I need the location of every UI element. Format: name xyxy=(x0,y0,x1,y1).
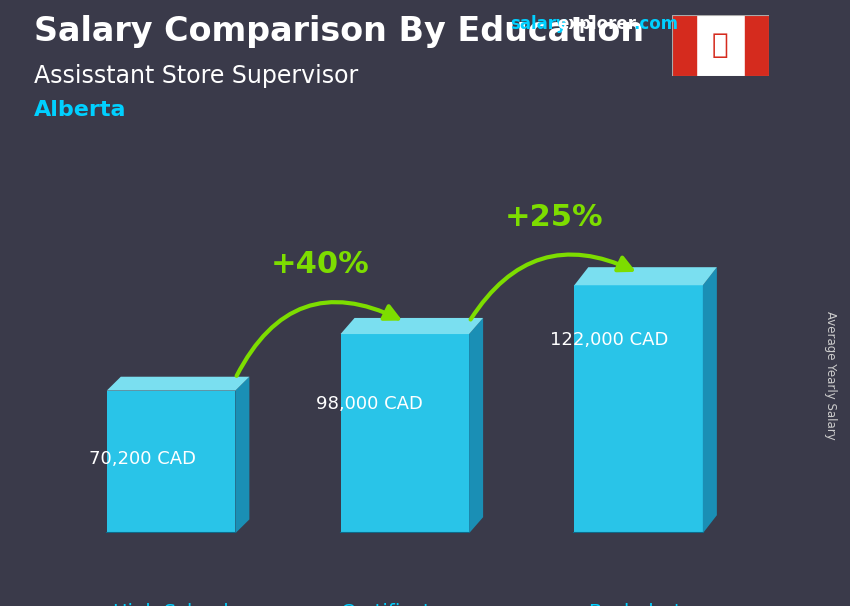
Polygon shape xyxy=(341,318,483,334)
Text: Salary Comparison By Education: Salary Comparison By Education xyxy=(34,15,644,48)
Text: 🍁: 🍁 xyxy=(712,31,728,59)
Text: 70,200 CAD: 70,200 CAD xyxy=(89,450,196,468)
Bar xyxy=(672,15,696,76)
Text: 98,000 CAD: 98,000 CAD xyxy=(316,395,422,413)
Bar xyxy=(745,15,769,76)
Text: 122,000 CAD: 122,000 CAD xyxy=(550,331,668,349)
Text: +25%: +25% xyxy=(505,203,604,232)
Polygon shape xyxy=(575,267,717,285)
Polygon shape xyxy=(703,267,717,533)
Text: Bachelor's
Degree: Bachelor's Degree xyxy=(588,602,689,606)
FancyArrowPatch shape xyxy=(471,255,632,319)
Text: .com: .com xyxy=(633,15,678,33)
Text: High School: High School xyxy=(113,602,229,606)
Text: Alberta: Alberta xyxy=(34,100,127,120)
FancyBboxPatch shape xyxy=(107,390,235,533)
Text: Average Yearly Salary: Average Yearly Salary xyxy=(824,311,837,440)
FancyBboxPatch shape xyxy=(575,285,703,533)
FancyBboxPatch shape xyxy=(341,334,469,533)
Text: explorer: explorer xyxy=(557,15,636,33)
Polygon shape xyxy=(235,377,249,533)
Text: salary: salary xyxy=(510,15,567,33)
Text: Assisstant Store Supervisor: Assisstant Store Supervisor xyxy=(34,64,358,88)
Polygon shape xyxy=(469,318,483,533)
Text: Certificate or
Diploma: Certificate or Diploma xyxy=(341,602,469,606)
Text: +40%: +40% xyxy=(270,250,370,279)
Polygon shape xyxy=(107,377,249,390)
FancyArrowPatch shape xyxy=(236,302,398,376)
